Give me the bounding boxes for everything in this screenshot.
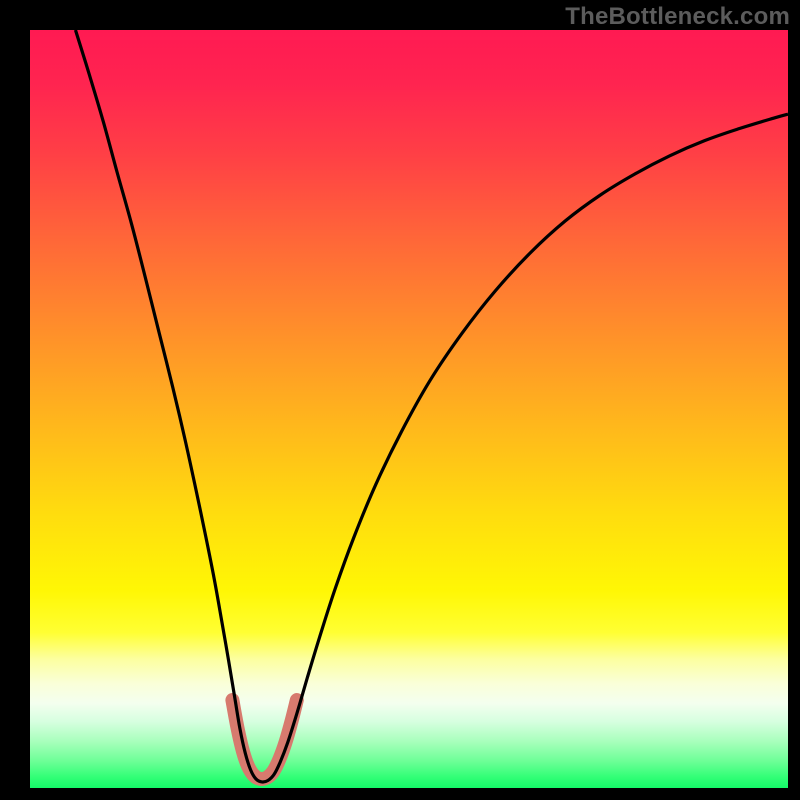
bottleneck-chart	[0, 0, 800, 800]
plot-background	[30, 30, 788, 788]
watermark-text: TheBottleneck.com	[565, 3, 790, 31]
